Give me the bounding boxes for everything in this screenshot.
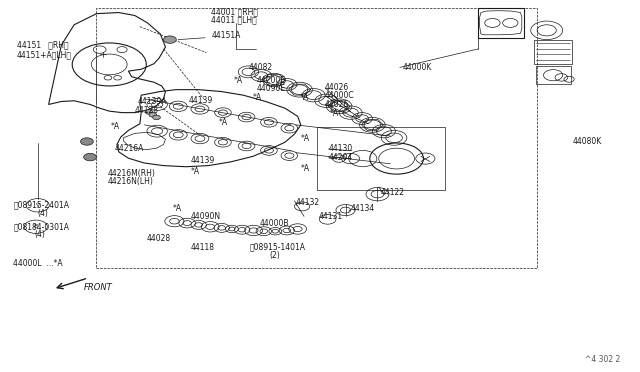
- Text: ^4 302 2: ^4 302 2: [585, 355, 620, 364]
- Text: B: B: [34, 224, 38, 229]
- Text: 44204: 44204: [328, 153, 353, 161]
- Text: 44139A: 44139A: [138, 97, 168, 106]
- Text: *A: *A: [330, 109, 339, 118]
- Text: *A: *A: [111, 122, 120, 131]
- Text: V: V: [36, 203, 40, 208]
- Text: 44128: 44128: [135, 106, 159, 115]
- Text: 44216A: 44216A: [115, 144, 144, 153]
- Text: *A: *A: [301, 134, 310, 143]
- Bar: [534, 39, 572, 64]
- Text: 44000K: 44000K: [403, 63, 433, 72]
- Text: 44132: 44132: [296, 198, 320, 207]
- Text: 44000C: 44000C: [325, 92, 355, 100]
- Text: 44026: 44026: [325, 100, 349, 109]
- Bar: [97, 8, 537, 267]
- Text: 44134: 44134: [351, 205, 375, 214]
- Text: Ⓗ08915-1401A: Ⓗ08915-1401A: [250, 243, 306, 251]
- Text: 44001 〈RH〉: 44001 〈RH〉: [211, 7, 259, 16]
- Circle shape: [164, 36, 176, 43]
- Bar: [317, 128, 445, 190]
- Text: 44082: 44082: [248, 63, 273, 72]
- Text: 44011 〈LH〉: 44011 〈LH〉: [211, 16, 257, 25]
- Text: (2): (2): [269, 251, 280, 260]
- Text: 44130: 44130: [328, 144, 353, 153]
- Circle shape: [81, 138, 93, 145]
- Text: 44080K: 44080K: [572, 137, 602, 146]
- Text: 44131: 44131: [319, 212, 343, 221]
- Text: 44090N: 44090N: [191, 212, 221, 221]
- Text: Ⓐ08184-0301A: Ⓐ08184-0301A: [13, 222, 70, 231]
- Text: *A: *A: [173, 204, 182, 213]
- Circle shape: [149, 113, 157, 117]
- Text: 44151+A〈LH〉: 44151+A〈LH〉: [17, 50, 72, 59]
- Text: 44118: 44118: [191, 243, 215, 251]
- Text: 44139: 44139: [189, 96, 213, 105]
- Text: *A: *A: [191, 167, 200, 176]
- Bar: [536, 66, 571, 84]
- Text: Ⓗ08915-2401A: Ⓗ08915-2401A: [13, 201, 70, 210]
- Text: 44026: 44026: [325, 83, 349, 92]
- Text: (4): (4): [38, 209, 49, 218]
- Text: 44139: 44139: [191, 156, 215, 165]
- Text: 44000L  ...*A: 44000L ...*A: [13, 259, 63, 268]
- Text: 44090E: 44090E: [256, 84, 285, 93]
- Text: 44216M(RH): 44216M(RH): [108, 169, 156, 177]
- Text: *A: *A: [300, 93, 308, 102]
- Circle shape: [145, 110, 153, 114]
- Text: 44122: 44122: [381, 188, 404, 197]
- Text: 44200E: 44200E: [256, 76, 285, 85]
- Text: *A: *A: [253, 93, 262, 102]
- Circle shape: [84, 153, 97, 161]
- Text: 44028: 44028: [147, 234, 170, 243]
- Text: FRONT: FRONT: [84, 283, 113, 292]
- Text: 44151   〈RH〉: 44151 〈RH〉: [17, 41, 68, 50]
- Text: *A: *A: [219, 119, 228, 128]
- Text: (4): (4): [34, 230, 45, 240]
- Text: *A: *A: [234, 76, 243, 85]
- Circle shape: [153, 115, 161, 120]
- Text: 44151A: 44151A: [211, 31, 241, 41]
- Text: 44000B: 44000B: [259, 219, 289, 228]
- Text: 44216N(LH): 44216N(LH): [108, 177, 154, 186]
- Text: *A: *A: [301, 164, 310, 173]
